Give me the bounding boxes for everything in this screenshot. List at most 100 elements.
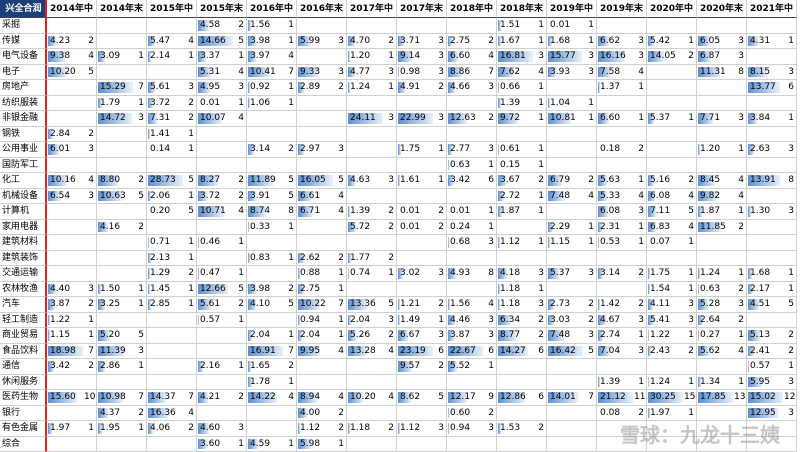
count-cell: 1 [234, 312, 247, 328]
industry-cell: 钢铁 [0, 126, 47, 142]
value-cell: 1.22 [647, 328, 684, 344]
count-cell: 2 [334, 250, 347, 266]
count-cell: 4 [484, 49, 497, 65]
value-text: 2.85 [150, 299, 171, 309]
data-bar [148, 175, 183, 186]
value-cell: 3.97 [247, 49, 284, 65]
data-bar [48, 35, 56, 46]
value-text: 22.99 [400, 113, 426, 123]
count-cell [634, 95, 647, 111]
value-text: 8.86 [450, 66, 471, 77]
value-cell [147, 313, 184, 328]
value-text: 2.31 [600, 221, 621, 232]
count-cell [784, 49, 797, 65]
count-cell: 4 [284, 390, 297, 406]
data-bar [448, 299, 451, 310]
value-text: 14.01 [550, 392, 576, 402]
data-bar [698, 221, 722, 232]
data-bar [198, 314, 200, 325]
value-cell [197, 127, 234, 142]
count-cell [284, 111, 297, 127]
data-bar [498, 345, 528, 356]
industry-cell: 通信 [0, 359, 47, 375]
value-text: 1.22 [650, 330, 671, 340]
value-cell: 0.24 [447, 220, 484, 235]
value-text: 2.43 [650, 345, 671, 356]
value-cell: 6.61 [297, 189, 334, 204]
count-cell: 1 [184, 297, 197, 313]
data-bar [148, 35, 155, 46]
value-cell: 2.97 [297, 142, 334, 158]
count-cell [584, 374, 597, 390]
value-cell [647, 158, 684, 173]
value-text: 21.12 [600, 392, 626, 402]
count-cell: 3 [584, 64, 597, 80]
data-bar [98, 423, 103, 434]
count-cell: 2 [584, 312, 597, 328]
data-bar [498, 330, 517, 341]
value-cell: 1.95 [97, 421, 134, 437]
value-text: 6.54 [50, 190, 71, 201]
count-cell [534, 359, 547, 375]
count-cell: 2 [584, 297, 597, 313]
value-cell: 4.10 [247, 297, 284, 313]
data-bar [248, 144, 255, 155]
count-cell: 1 [234, 266, 247, 282]
value-text: 0.01 [200, 97, 221, 108]
value-cell: 2.04 [297, 328, 334, 344]
value-text: 9.33 [300, 66, 321, 77]
value-cell [47, 251, 84, 266]
value-text: 16.81 [500, 51, 526, 61]
value-text: 2.73 [550, 299, 571, 309]
data-bar [348, 268, 350, 279]
value-cell [647, 421, 684, 437]
value-cell [97, 375, 134, 390]
count-cell [584, 157, 597, 173]
count-cell [384, 235, 397, 251]
count-cell: 1 [534, 142, 547, 158]
count-cell: 3 [784, 142, 797, 158]
value-cell: 0.01 [547, 18, 584, 34]
industry-cell: 有色金属 [0, 421, 47, 437]
data-bar [248, 345, 283, 356]
value-cell [647, 80, 684, 96]
count-cell [584, 204, 597, 220]
value-text: 1.41 [150, 128, 171, 139]
value-cell [47, 80, 84, 96]
count-cell [784, 95, 797, 111]
value-cell: 6.05 [697, 34, 734, 49]
value-text: 7.04 [600, 345, 621, 356]
industry-cell: 公用事业 [0, 142, 47, 158]
value-text: 15.60 [50, 392, 76, 402]
value-cell: 5.20 [97, 328, 134, 344]
count-cell: 1 [134, 95, 147, 111]
value-cell: 9.82 [697, 189, 734, 204]
data-bar [198, 66, 211, 77]
data-bar [398, 144, 401, 155]
value-cell: 5.31 [197, 65, 234, 80]
data-bar [698, 66, 721, 77]
count-cell: 5 [784, 297, 797, 313]
count-cell: 1 [784, 33, 797, 49]
count-cell: 2 [84, 126, 97, 142]
industry-cell: 汽车 [0, 297, 47, 313]
value-cell: 3.60 [197, 437, 234, 452]
value-cell: 30.25 [647, 390, 684, 406]
count-cell [334, 95, 347, 111]
value-text: 6.61 [300, 190, 321, 201]
count-cell: 4 [284, 49, 297, 65]
count-cell: 8 [284, 204, 297, 220]
data-bar [448, 345, 483, 356]
count-cell [284, 312, 297, 328]
count-cell: 10 [84, 390, 97, 406]
value-text: 2.04 [350, 314, 371, 325]
data-bar [548, 113, 572, 124]
value-cell [697, 359, 734, 375]
count-cell: 3 [84, 142, 97, 158]
value-text: 15.77 [550, 51, 576, 61]
value-text: 4.93 [450, 268, 471, 278]
count-cell: 2 [384, 328, 397, 344]
value-cell: 1.24 [697, 266, 734, 282]
count-cell [184, 64, 197, 80]
value-text: 0.14 [150, 144, 171, 154]
